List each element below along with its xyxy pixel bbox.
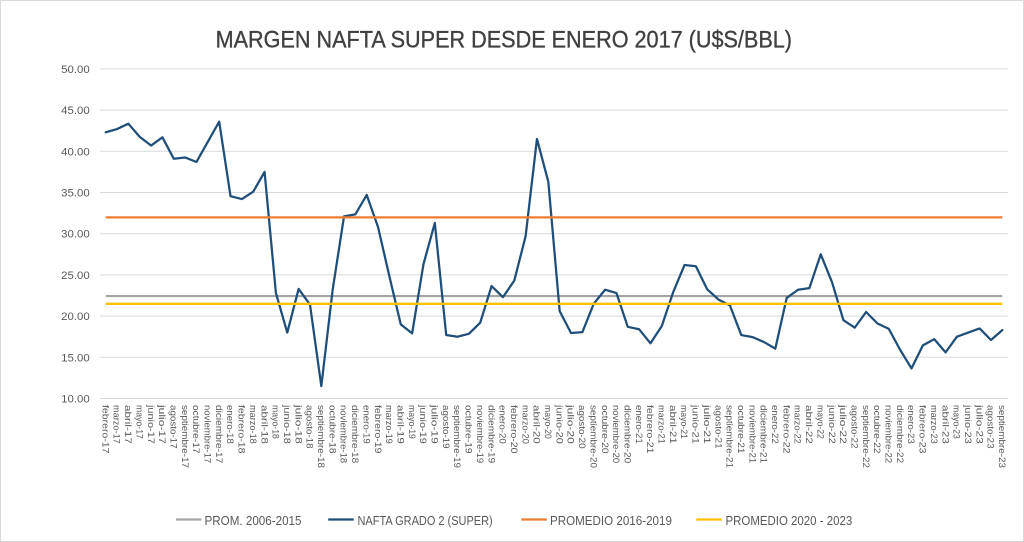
svg-text:noviembre-21: noviembre-21: [746, 405, 757, 463]
svg-text:mayo-23: mayo-23: [951, 405, 962, 439]
svg-text:septiembre-21: septiembre-21: [724, 405, 735, 468]
svg-text:noviembre-18: noviembre-18: [338, 405, 349, 463]
svg-text:marzo-22: marzo-22: [792, 405, 803, 444]
svg-text:15.00: 15.00: [61, 352, 90, 364]
svg-text:marzo-23: marzo-23: [928, 405, 939, 444]
svg-text:agosto-20: agosto-20: [576, 405, 587, 449]
svg-text:marzo-17: marzo-17: [111, 405, 122, 444]
svg-text:NAFTA GRADO 2 (SUPER): NAFTA GRADO 2 (SUPER): [358, 513, 493, 528]
svg-text:diciembre-18: diciembre-18: [349, 405, 360, 463]
svg-text:25.00: 25.00: [61, 270, 90, 282]
svg-text:30.00: 30.00: [61, 229, 90, 241]
svg-text:junio-19: junio-19: [417, 404, 428, 444]
svg-text:junio-23: junio-23: [962, 404, 973, 444]
svg-text:febrero-18: febrero-18: [236, 405, 247, 454]
svg-text:marzo-19: marzo-19: [383, 405, 394, 444]
svg-text:septiembre-18: septiembre-18: [315, 405, 326, 468]
svg-text:mayo-21: mayo-21: [678, 405, 689, 439]
svg-text:junio-18: junio-18: [281, 404, 292, 444]
svg-text:junio-17: junio-17: [145, 404, 156, 444]
svg-text:noviembre-22: noviembre-22: [883, 405, 894, 463]
svg-text:10.00: 10.00: [61, 394, 90, 406]
svg-text:40.00: 40.00: [61, 146, 90, 158]
svg-text:febrero-21: febrero-21: [644, 405, 655, 454]
svg-text:junio-20: junio-20: [553, 404, 564, 444]
svg-text:mayo-20: mayo-20: [542, 405, 553, 439]
svg-text:PROMEDIO 2020 - 2023: PROMEDIO 2020 - 2023: [726, 513, 853, 528]
svg-text:julio-21: julio-21: [701, 404, 712, 444]
svg-text:agosto-17: agosto-17: [167, 405, 178, 449]
svg-text:enero-18: enero-18: [224, 405, 235, 444]
svg-text:diciembre-21: diciembre-21: [758, 405, 769, 463]
svg-text:septiembre-20: septiembre-20: [587, 405, 598, 468]
svg-text:agosto-23: agosto-23: [985, 405, 996, 449]
svg-text:marzo-20: marzo-20: [519, 405, 530, 444]
svg-text:mayo-22: mayo-22: [814, 405, 825, 439]
svg-text:septiembre-19: septiembre-19: [451, 405, 462, 468]
svg-text:enero-22: enero-22: [769, 405, 780, 444]
svg-text:abril-19: abril-19: [394, 405, 405, 444]
svg-text:octubre-19: octubre-19: [463, 405, 474, 454]
svg-text:abril-22: abril-22: [803, 405, 814, 444]
svg-text:diciembre-19: diciembre-19: [485, 405, 496, 463]
svg-text:50.00: 50.00: [61, 64, 90, 76]
svg-text:abril-21: abril-21: [667, 405, 678, 444]
svg-text:abril-23: abril-23: [939, 405, 950, 444]
svg-text:35.00: 35.00: [61, 188, 90, 200]
svg-text:julio-17: julio-17: [156, 404, 167, 444]
svg-text:diciembre-22: diciembre-22: [894, 405, 905, 463]
svg-text:julio-20: julio-20: [565, 404, 576, 444]
svg-text:junio-21: junio-21: [690, 404, 701, 444]
svg-text:diciembre-20: diciembre-20: [621, 405, 632, 463]
svg-text:febrero-23: febrero-23: [917, 405, 928, 454]
svg-text:enero-21: enero-21: [633, 405, 644, 444]
svg-text:45.00: 45.00: [61, 105, 90, 117]
svg-text:junio-22: junio-22: [826, 404, 837, 444]
svg-text:febrero-17: febrero-17: [99, 405, 110, 454]
svg-text:abril-20: abril-20: [531, 405, 542, 444]
svg-text:enero-19: enero-19: [360, 405, 371, 444]
svg-text:agosto-18: agosto-18: [304, 405, 315, 449]
svg-text:julio-22: julio-22: [837, 404, 848, 444]
svg-text:octubre-18: octubre-18: [326, 405, 337, 454]
svg-text:noviembre-17: noviembre-17: [202, 405, 213, 463]
svg-text:diciembre-17: diciembre-17: [213, 405, 224, 463]
svg-text:febrero-20: febrero-20: [508, 405, 519, 454]
svg-text:noviembre-20: noviembre-20: [610, 405, 621, 463]
svg-text:julio-23: julio-23: [973, 404, 984, 444]
svg-text:septiembre-23: septiembre-23: [996, 405, 1007, 468]
svg-text:enero-20: enero-20: [497, 405, 508, 444]
svg-text:agosto-21: agosto-21: [712, 405, 723, 449]
svg-text:octubre-17: octubre-17: [190, 405, 201, 454]
svg-text:abril-18: abril-18: [258, 405, 269, 444]
svg-text:PROM. 2006-2015: PROM. 2006-2015: [205, 513, 302, 528]
svg-text:julio-18: julio-18: [292, 404, 303, 444]
svg-text:octubre-20: octubre-20: [599, 405, 610, 454]
svg-text:20.00: 20.00: [61, 311, 90, 323]
svg-text:octubre-21: octubre-21: [735, 405, 746, 454]
svg-text:agosto-19: agosto-19: [440, 405, 451, 449]
svg-text:mayo-19: mayo-19: [406, 405, 417, 439]
svg-text:PROMEDIO 2016-2019: PROMEDIO 2016-2019: [550, 513, 672, 528]
svg-text:abril-17: abril-17: [122, 405, 133, 444]
svg-text:mayo-18: mayo-18: [270, 405, 281, 439]
svg-text:julio-19: julio-19: [429, 404, 440, 444]
svg-text:agosto-22: agosto-22: [848, 405, 859, 449]
svg-text:marzo-21: marzo-21: [656, 405, 667, 444]
svg-text:septiembre-17: septiembre-17: [179, 405, 190, 468]
svg-text:enero-23: enero-23: [905, 405, 916, 444]
svg-text:septiembre-22: septiembre-22: [860, 405, 871, 468]
svg-text:noviembre-19: noviembre-19: [474, 405, 485, 463]
svg-text:mayo-17: mayo-17: [133, 405, 144, 439]
svg-text:marzo-18: marzo-18: [247, 405, 258, 444]
svg-text:MARGEN NAFTA SUPER DESDE ENERO: MARGEN NAFTA SUPER DESDE ENERO 2017 (U$S…: [216, 26, 792, 53]
svg-text:octubre-22: octubre-22: [871, 405, 882, 454]
svg-text:febrero-22: febrero-22: [780, 405, 791, 454]
svg-text:febrero-19: febrero-19: [372, 405, 383, 454]
